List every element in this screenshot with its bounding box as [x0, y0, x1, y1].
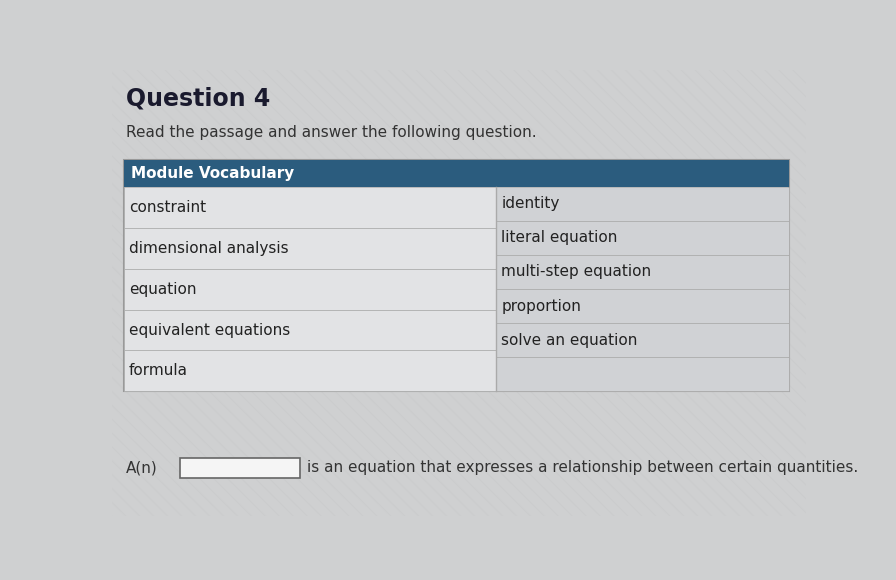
Text: A(n): A(n) — [126, 460, 158, 475]
Bar — [124, 187, 496, 227]
Bar — [124, 161, 788, 187]
Bar — [496, 187, 788, 221]
Bar — [124, 161, 788, 392]
Bar — [124, 269, 496, 310]
Text: formula: formula — [129, 364, 188, 379]
Bar — [496, 357, 788, 392]
Bar — [496, 255, 788, 289]
Text: is an equation that expresses a relationship between certain quantities.: is an equation that expresses a relation… — [306, 460, 857, 475]
Text: proportion: proportion — [502, 299, 582, 314]
Text: dimensional analysis: dimensional analysis — [129, 241, 289, 256]
Text: constraint: constraint — [129, 200, 206, 215]
Bar — [124, 310, 496, 350]
Text: literal equation: literal equation — [502, 230, 618, 245]
Text: Read the passage and answer the following question.: Read the passage and answer the followin… — [126, 125, 537, 140]
Bar — [124, 350, 496, 392]
Text: equation: equation — [129, 281, 196, 296]
Text: solve an equation: solve an equation — [502, 333, 638, 348]
Bar — [496, 289, 788, 323]
Text: identity: identity — [502, 196, 560, 211]
Bar — [180, 458, 300, 478]
Text: equivalent equations: equivalent equations — [129, 322, 290, 338]
Text: multi-step equation: multi-step equation — [502, 264, 651, 280]
Bar — [496, 323, 788, 357]
Text: Question 4: Question 4 — [126, 86, 271, 111]
Text: Module Vocabulary: Module Vocabulary — [132, 166, 295, 181]
Bar — [124, 227, 496, 269]
Bar — [496, 221, 788, 255]
